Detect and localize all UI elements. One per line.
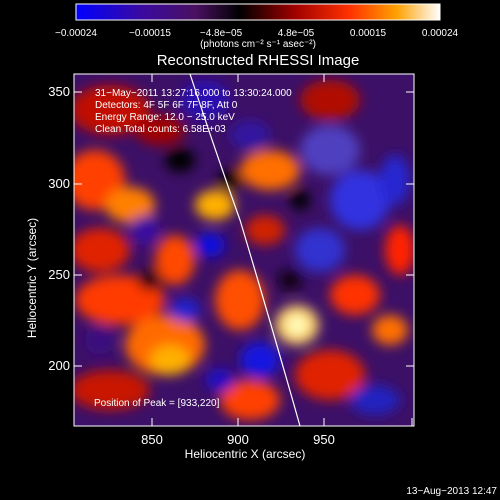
solar-limb-line	[189, 74, 301, 426]
x-tick-label: 950	[313, 432, 335, 447]
y-axis-ticks	[74, 91, 414, 367]
info-detectors: Detectors: 4F 5F 6F 7F 8F, Att 0	[95, 100, 238, 111]
y-tick-label: 350	[48, 84, 70, 99]
colorbar-unit: (photons cm⁻² s⁻¹ asec⁻²)	[200, 39, 316, 50]
x-axis-ticks	[151, 74, 413, 426]
colorbar-tick: −4.8e−05	[199, 28, 243, 39]
y-tick-label: 200	[48, 358, 70, 373]
y-axis-label: Heliocentric Y (arcsec)	[25, 217, 39, 339]
x-tick-label: 900	[227, 432, 249, 447]
info-time-range: 31−May−2011 13:27:16.000 to 13:30:24.000	[95, 88, 292, 99]
colorbar-tick: 0.00015	[349, 28, 387, 39]
colorbar-tick: 4.8e−05	[277, 28, 315, 39]
timestamp: 13−Aug−2013 12:47	[406, 486, 497, 497]
x-tick-label: 850	[141, 432, 163, 447]
y-tick-label: 300	[48, 176, 70, 191]
plot-title: Reconstructed RHESSI Image	[156, 52, 360, 69]
colorbar	[75, 3, 441, 21]
x-axis-label: Heliocentric X (arcsec)	[184, 447, 306, 461]
colorbar-tick: −0.00015	[129, 28, 171, 39]
peak-position: Position of Peak = [933,220]	[94, 398, 220, 409]
colorbar-tick: 0.00024	[421, 28, 459, 39]
y-tick-label: 250	[48, 267, 70, 282]
rhessi-image	[74, 74, 414, 426]
plot-frame	[73, 73, 415, 427]
info-energy-range: Energy Range: 12.0 − 25.0 keV	[95, 112, 235, 123]
colorbar-tick: −0.00024	[55, 28, 97, 39]
info-clean-counts: Clean Total counts: 6.58E+03	[95, 124, 226, 135]
